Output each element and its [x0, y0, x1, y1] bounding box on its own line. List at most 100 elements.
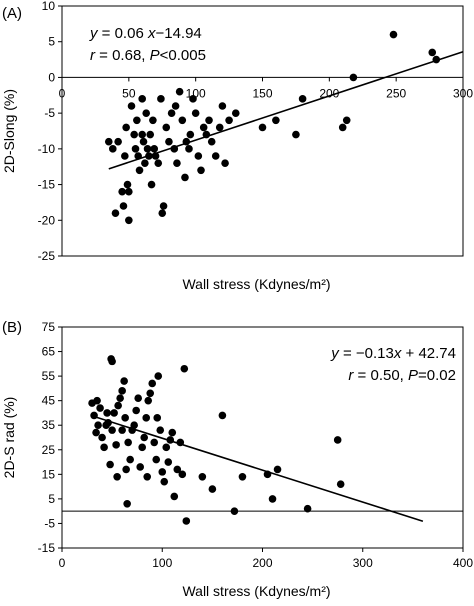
data-point	[136, 463, 144, 471]
equation-part: = 0.06	[98, 25, 148, 42]
data-point	[338, 123, 347, 132]
data-point	[121, 152, 129, 160]
equation-part: y	[89, 25, 99, 42]
y-tick-label: -25	[38, 249, 56, 263]
data-point	[148, 379, 157, 388]
data-point	[100, 443, 108, 452]
data-point	[120, 377, 128, 385]
stats-part: P	[408, 367, 418, 384]
y-tick-label: 5	[48, 35, 55, 49]
data-point	[162, 123, 171, 132]
plot-frame	[61, 5, 464, 257]
data-point	[272, 116, 280, 125]
y-tick-label: 55	[42, 369, 56, 383]
data-point	[202, 130, 211, 139]
data-point	[199, 123, 208, 132]
data-point	[141, 159, 149, 167]
data-point	[154, 372, 163, 380]
x-tick-label: 0	[59, 556, 66, 570]
data-point	[113, 472, 121, 481]
data-point	[342, 116, 351, 125]
data-point	[211, 152, 220, 160]
data-point	[157, 95, 165, 103]
data-point	[349, 73, 358, 82]
data-point	[138, 443, 146, 452]
stats-part: = 0.68,	[95, 47, 150, 64]
data-point	[160, 477, 169, 486]
data-point	[175, 87, 184, 96]
data-point	[181, 173, 189, 182]
stats-part: r	[90, 47, 96, 64]
data-point	[432, 55, 441, 64]
data-point	[133, 116, 141, 125]
data-point	[336, 480, 345, 488]
data-point	[114, 401, 122, 410]
data-point	[205, 116, 213, 125]
data-point	[104, 418, 112, 427]
data-point	[110, 409, 118, 417]
y-tick-label: 15	[42, 467, 56, 481]
x-tick-label: 250	[386, 86, 406, 100]
data-point	[173, 159, 181, 167]
data-point	[145, 152, 153, 160]
data-point	[134, 394, 142, 403]
data-point	[121, 414, 129, 422]
data-point	[139, 137, 148, 146]
equation-part: + 42.74	[401, 345, 456, 362]
data-point	[218, 411, 227, 420]
data-point	[153, 414, 162, 422]
data-point	[150, 145, 159, 153]
y-axis-label: 2D-S rad (%)	[1, 397, 17, 479]
data-point	[144, 396, 153, 405]
equation-part: x	[393, 345, 402, 362]
data-point	[103, 409, 111, 417]
data-point	[158, 209, 167, 217]
regression-line	[91, 415, 424, 522]
data-point	[230, 507, 239, 515]
data-point	[118, 387, 126, 395]
data-point	[176, 438, 185, 447]
equation-part: −14.94	[155, 25, 201, 42]
data-point	[146, 130, 155, 139]
data-point	[125, 187, 133, 196]
y-tick-label: -5	[44, 106, 55, 120]
data-point	[258, 123, 267, 132]
data-point	[208, 485, 217, 493]
data-point	[130, 130, 138, 139]
data-point	[154, 159, 163, 167]
data-point	[292, 130, 300, 139]
data-point	[147, 180, 156, 189]
data-point	[124, 438, 132, 447]
data-point	[143, 472, 152, 481]
y-tick-label: -15	[38, 541, 56, 555]
data-point	[186, 130, 195, 139]
x-tick-label: 100	[152, 556, 172, 570]
data-point	[138, 130, 146, 139]
data-point	[182, 517, 191, 525]
panel-label: (B)	[2, 319, 22, 336]
data-point	[149, 116, 157, 125]
y-tick-label: 35	[42, 418, 56, 432]
y-tick-label: 65	[42, 345, 56, 359]
data-point	[156, 426, 165, 434]
data-point	[142, 109, 151, 117]
data-point	[130, 421, 138, 430]
x-axis-label: Wall stress (Kdynes/m²)	[182, 276, 330, 292]
regression-line	[108, 50, 464, 170]
data-point	[132, 406, 140, 415]
data-point	[150, 438, 159, 447]
x-tick-label: 0	[59, 86, 66, 100]
data-point	[125, 216, 133, 225]
data-point	[194, 152, 203, 160]
regression-equation: y = −0.13x + 42.74	[330, 345, 456, 362]
data-point	[273, 465, 282, 474]
data-point	[92, 428, 100, 437]
y-tick-label: 25	[42, 443, 56, 457]
data-point	[94, 421, 102, 430]
data-point	[191, 109, 200, 117]
data-point	[182, 137, 191, 146]
data-point	[165, 137, 173, 146]
data-point	[389, 30, 398, 39]
y-tick-label: 10	[42, 0, 56, 13]
